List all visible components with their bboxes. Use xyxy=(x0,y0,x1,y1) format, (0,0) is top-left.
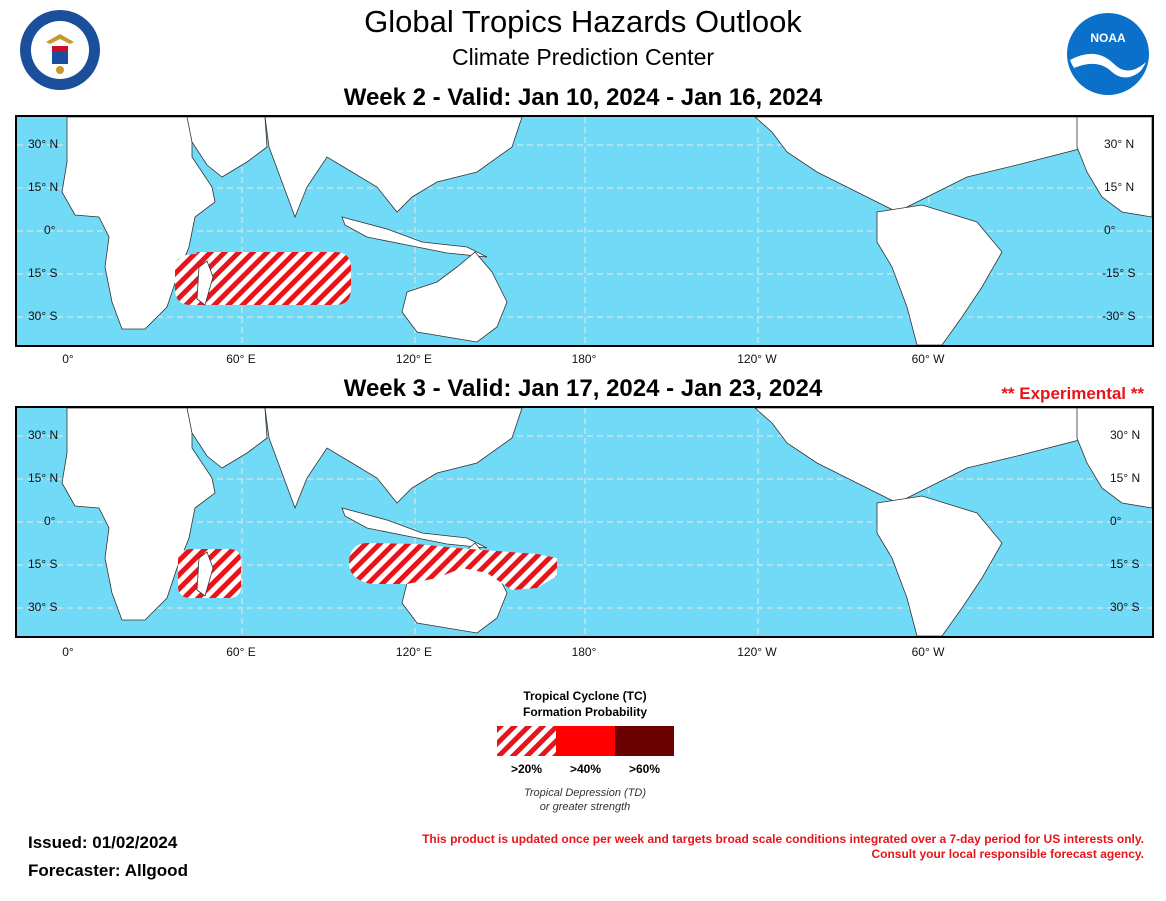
issued-date: Issued: 01/02/2024 xyxy=(28,833,178,852)
week2-lat-left-0: 0° xyxy=(44,223,56,237)
forecaster-name: Forecaster: Allgood xyxy=(28,861,188,880)
week2-title: Week 2 - Valid: Jan 10, 2024 - Jan 16, 2… xyxy=(343,84,823,111)
week3-lat-left-0: 0° xyxy=(44,514,56,528)
experimental-label: ** Experimental ** xyxy=(1001,384,1144,403)
week3-lat-left-15n: 15° N xyxy=(28,471,59,485)
legend-note-line2: or greater strength xyxy=(539,801,631,813)
disclaimer-line2: Consult your local responsible forecast … xyxy=(871,847,1144,861)
week3-lon-0: 0° xyxy=(62,645,74,659)
week2-lat-left-15s: 15° S xyxy=(28,266,58,280)
week3-title: Week 3 - Valid: Jan 17, 2024 - Jan 23, 2… xyxy=(343,375,823,402)
week2-lon-0: 0° xyxy=(62,352,74,366)
legend-title-line2: Formation Probability xyxy=(522,705,647,719)
legend-swatch-60pct xyxy=(615,726,674,756)
legend-swatch-20pct xyxy=(497,726,556,756)
week3-lat-right-15n: 15° N xyxy=(1110,471,1141,485)
europe-africa-west-land xyxy=(1076,408,1152,509)
page-title: Global Tropics Hazards Outlook xyxy=(364,4,802,39)
disclaimer-line1: This product is updated once per week an… xyxy=(422,832,1144,846)
week3-lat-left-30n: 30° N xyxy=(28,428,59,442)
northamerica-land xyxy=(754,408,1098,504)
week2-lon-180: 180° xyxy=(571,352,597,366)
week2-tc-hazard-20pct xyxy=(175,252,351,305)
week2-lon-60w: 60° W xyxy=(911,352,945,366)
asia-land xyxy=(264,408,523,510)
week3-lon-60w: 60° W xyxy=(911,645,945,659)
week3-lat-right-0: 0° xyxy=(1110,514,1122,528)
legend-label-40pct: >40% xyxy=(569,762,602,776)
week2-lat-left-30s: 30° S xyxy=(28,309,58,323)
legend-note: Tropical Depression (TD) or greater stre… xyxy=(460,786,710,814)
asia-land xyxy=(264,117,523,219)
week3-lat-right-15s: 15° S xyxy=(1110,557,1140,571)
legend-label-20pct: >20% xyxy=(510,762,543,776)
legend-swatch-40pct xyxy=(556,726,615,756)
week2-lat-right-0: 0° xyxy=(1104,223,1116,237)
noaa-logo-text: NOAA xyxy=(1090,31,1126,45)
week2-lat-right-30s: -30° S xyxy=(1102,309,1136,323)
week2-lat-right-30n: 30° N xyxy=(1104,137,1135,151)
europe-africa-west-land xyxy=(1076,117,1152,218)
southamerica-land xyxy=(876,204,1003,345)
week3-lon-120e: 120° E xyxy=(395,645,433,659)
week3-map-canvas xyxy=(17,408,1152,636)
week2-lat-right-15n: 15° N xyxy=(1104,180,1135,194)
week3-lon-180: 180° xyxy=(571,645,597,659)
indonesia-land xyxy=(341,216,488,258)
week2-lat-left-15n: 15° N xyxy=(28,180,59,194)
week2-lon-120e: 120° E xyxy=(395,352,433,366)
week3-lat-right-30n: 30° N xyxy=(1110,428,1141,442)
week3-lat-right-30s: 30° S xyxy=(1110,600,1140,614)
week2-lon-60e: 60° E xyxy=(226,352,256,366)
week2-lon-120w: 120° W xyxy=(737,352,777,366)
week2-madagascar-overlay xyxy=(196,260,214,306)
week3-lat-left-30s: 30° S xyxy=(28,600,58,614)
week2-map xyxy=(15,115,1154,347)
legend-note-line1: Tropical Depression (TD) xyxy=(523,787,647,799)
legend-title: Tropical Cyclone (TC) Formation Probabil… xyxy=(460,688,710,720)
week2-lat-right-15s: -15° S xyxy=(1102,266,1136,280)
page-subtitle: Climate Prediction Center xyxy=(451,44,715,70)
week3-lon-60e: 60° E xyxy=(226,645,256,659)
week2-map-canvas xyxy=(17,117,1152,345)
legend-title-line1: Tropical Cyclone (TC) xyxy=(523,689,647,703)
doc-seal-logo xyxy=(18,8,102,92)
week3-map xyxy=(15,406,1154,638)
australia-land xyxy=(401,251,508,343)
indonesia-land xyxy=(341,507,488,549)
legend-label-60pct: >60% xyxy=(628,762,661,776)
week3-land xyxy=(61,408,1152,636)
southamerica-land xyxy=(876,495,1003,636)
africa-land xyxy=(61,408,216,621)
noaa-logo: NOAA xyxy=(1066,12,1150,96)
week3-madagascar-overlay xyxy=(196,551,214,597)
northamerica-land xyxy=(754,117,1098,213)
week3-tc-hazard-australia-20pct xyxy=(349,543,557,590)
week2-lat-left-30n: 30° N xyxy=(28,137,59,151)
week3-lat-left-15s: 15° S xyxy=(28,557,58,571)
week3-lon-120w: 120° W xyxy=(737,645,777,659)
